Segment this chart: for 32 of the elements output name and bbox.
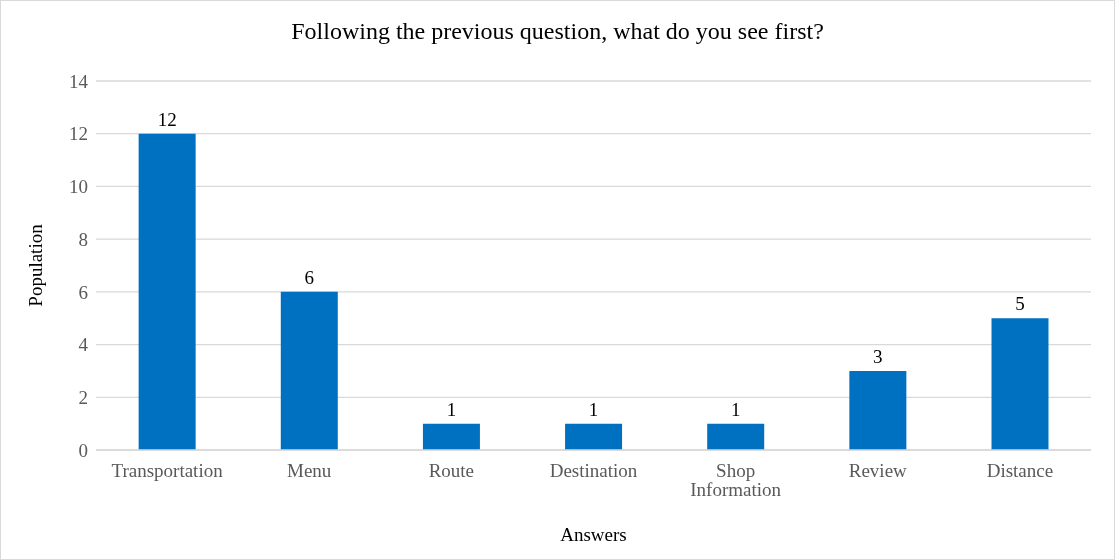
bar xyxy=(280,291,338,450)
data-label: 1 xyxy=(730,398,741,420)
y-tick-label: 4 xyxy=(78,334,89,356)
y-tick-label: 2 xyxy=(78,387,88,409)
x-tick-label: Distance xyxy=(986,460,1054,482)
x-tick-label: Destination xyxy=(549,460,638,482)
x-tick-label: Menu xyxy=(287,460,332,482)
chart-title: Following the previous question, what do you see first? xyxy=(290,16,825,46)
y-tick-label: 12 xyxy=(69,123,88,145)
bar xyxy=(138,133,196,450)
data-label: 12 xyxy=(157,108,177,130)
x-axis-title: Answers xyxy=(560,524,627,545)
bar xyxy=(849,370,907,450)
x-tick-label: Review xyxy=(848,460,908,482)
y-tick-label: 10 xyxy=(69,176,88,198)
x-tick-label: Transportation xyxy=(111,460,224,482)
data-label: 1 xyxy=(588,398,599,420)
y-tick-label: 14 xyxy=(69,70,89,92)
bar xyxy=(991,318,1049,450)
data-label: 5 xyxy=(1015,293,1025,315)
bar xyxy=(707,423,765,450)
y-tick-label: 0 xyxy=(78,439,88,461)
data-label: 6 xyxy=(304,266,315,288)
y-axis-title: Population xyxy=(24,223,46,307)
x-tick-label: Route xyxy=(428,460,475,482)
data-label: 1 xyxy=(446,398,457,420)
x-tick-label: Shop Information xyxy=(690,460,782,501)
data-label: 3 xyxy=(873,345,883,367)
y-tick-label: 8 xyxy=(78,228,88,250)
bar xyxy=(565,423,623,450)
bar xyxy=(422,423,480,450)
y-tick-label: 6 xyxy=(78,281,88,303)
